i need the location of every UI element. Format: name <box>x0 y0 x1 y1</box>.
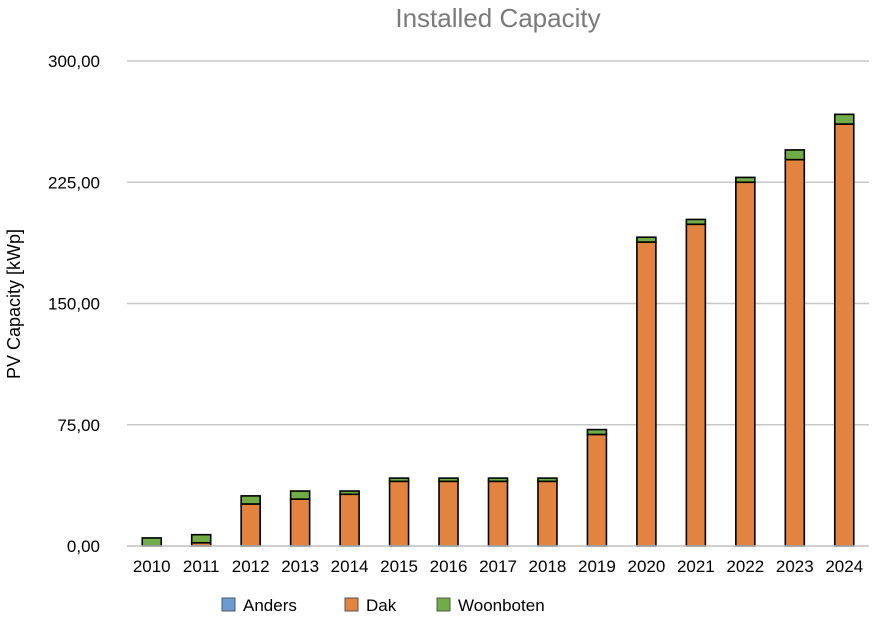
bar-segment-woonboten-2021 <box>685 218 707 226</box>
bar-segment-dak-2013 <box>289 498 311 547</box>
bar-segment-dak-2024 <box>833 123 855 547</box>
legend-label-anders: Anders <box>243 596 297 615</box>
bar-segment-dak-2022 <box>735 181 756 547</box>
bar-segment-woonboten-2014 <box>339 490 360 496</box>
bar-segment-dak-2016 <box>438 480 459 547</box>
legend-swatch-anders <box>221 597 236 612</box>
x-tick-label: 2019 <box>578 557 616 576</box>
bar-segment-woonboten-2013 <box>289 490 311 500</box>
legend-swatch-woonboten <box>436 597 451 612</box>
bar-segment-woonboten-2018 <box>537 477 558 483</box>
y-axis-ticks: 0,00 75,00 150,00 225,00 300,00 <box>48 52 100 556</box>
x-tick-label: 2020 <box>627 557 665 576</box>
x-tick-label: 2013 <box>281 557 319 576</box>
y-tick-label: 300,00 <box>48 52 100 71</box>
legend-swatch-dak <box>344 597 359 612</box>
x-tick-label: 2021 <box>677 557 715 576</box>
bar-segment-dak-2017 <box>487 480 509 547</box>
x-tick-label: 2017 <box>479 557 517 576</box>
x-tick-label: 2014 <box>331 557 369 576</box>
x-axis-ticks: 2010 2011 2012 2013 2014 2015 2016 2017 2018 2019… <box>133 557 863 576</box>
legend: Anders Dak Woonboten <box>221 596 545 615</box>
bar-segment-woonboten-2024 <box>833 113 855 125</box>
bar-segment-woonboten-2012 <box>240 495 261 505</box>
bar-segment-dak-2019 <box>586 433 608 547</box>
bar-segment-woonboten-2022 <box>735 176 756 184</box>
x-tick-label: 2018 <box>529 557 567 576</box>
bar-segment-woonboten-2011 <box>190 533 212 544</box>
bar-segment-dak-2018 <box>537 480 558 547</box>
x-tick-label: 2024 <box>825 557 863 576</box>
x-tick-label: 2016 <box>430 557 468 576</box>
x-tick-label: 2015 <box>380 557 418 576</box>
bar-segment-dak-2012 <box>240 503 261 547</box>
y-tick-label: 150,00 <box>48 295 100 314</box>
y-tick-label: 75,00 <box>57 416 100 435</box>
bar-segment-dak-2023 <box>784 158 806 547</box>
y-tick-label: 0,00 <box>67 537 100 556</box>
bar-segment-dak-2021 <box>685 223 707 547</box>
bar-segment-woonboten-2019 <box>586 428 608 436</box>
bar-segment-woonboten-2016 <box>438 477 459 483</box>
chart-title: Installed Capacity <box>395 3 600 33</box>
bar-segment-woonboten-2020 <box>636 236 657 243</box>
bar-segment-woonboten-2017 <box>487 477 509 483</box>
y-axis-label: PV Capacity [kWp] <box>4 229 24 379</box>
bar-segment-woonboten-2023 <box>784 149 806 161</box>
legend-label-dak: Dak <box>366 596 397 615</box>
legend-label-woonboten: Woonboten <box>458 596 545 615</box>
bar-segment-dak-2020 <box>636 241 657 547</box>
bar-segment-dak-2014 <box>339 493 360 547</box>
bar-segment-woonboten-2010 <box>141 537 163 547</box>
x-tick-label: 2010 <box>133 557 171 576</box>
bar-segment-woonboten-2015 <box>388 477 410 483</box>
y-tick-label: 225,00 <box>48 173 100 192</box>
x-tick-label: 2022 <box>726 557 764 576</box>
x-tick-label: 2011 <box>183 557 220 576</box>
bar-segment-dak-2015 <box>388 480 410 547</box>
x-tick-label: 2012 <box>232 557 270 576</box>
x-tick-label: 2023 <box>776 557 814 576</box>
